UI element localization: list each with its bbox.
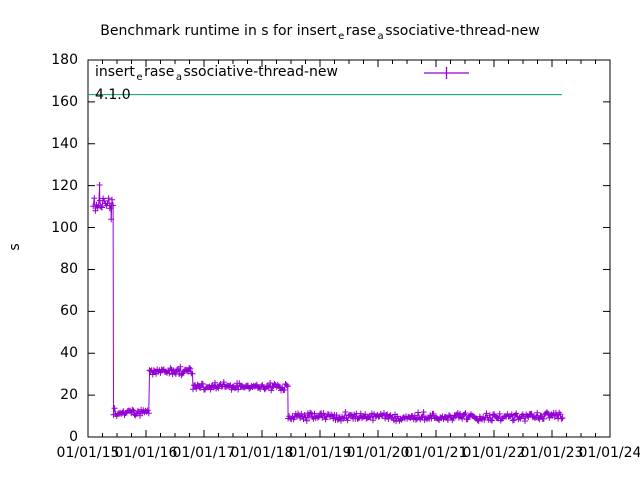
- subscript-text: a: [377, 31, 384, 42]
- series-markers-benchmark: [90, 182, 566, 425]
- x-tick-label: 01/01/21: [404, 445, 468, 461]
- legend-entry-baseline: 4.1.0: [95, 87, 131, 103]
- y-axis-label: s: [7, 243, 23, 251]
- label-text: Benchmark runtime in s for insert: [100, 23, 337, 39]
- label-text: 4.1.0: [95, 87, 131, 103]
- label-text: rase: [345, 23, 377, 39]
- x-tick-label: 01/01/22: [462, 445, 526, 461]
- y-tick-label: 40: [60, 345, 78, 362]
- x-tick-label: 01/01/16: [114, 445, 178, 461]
- legend-entry-series: insert e rase a ssociative-thread-new: [95, 64, 338, 83]
- x-tick-label: 01/01/23: [520, 445, 584, 461]
- subscript-text: e: [136, 72, 143, 83]
- label-text: ssociative-thread-new: [385, 23, 540, 39]
- series-line-benchmark: [92, 184, 563, 423]
- y-tick-label: 120: [51, 177, 78, 194]
- chart-title: Benchmark runtime in s for insert e rase a s…: [0, 23, 640, 42]
- y-tick-label: 0: [69, 429, 78, 445]
- label-text: ssociative-thread-new: [183, 64, 338, 80]
- x-tick-label: 01/01/18: [230, 445, 294, 461]
- y-tick-label: 20: [60, 387, 78, 404]
- label-text: insert: [95, 64, 135, 80]
- y-tick-label: 80: [60, 261, 78, 278]
- y-tick-label: 140: [51, 135, 78, 152]
- y-tick-label: 60: [60, 303, 78, 320]
- x-tick-label: 01/01/19: [288, 445, 352, 461]
- x-tick-label: 01/01/15: [56, 445, 120, 461]
- x-tick-label: 01/01/20: [346, 445, 410, 461]
- legend-sample-benchmark: [424, 67, 469, 79]
- subscript-text: e: [338, 31, 345, 42]
- plot-border: [87, 59, 611, 438]
- x-tick-label: 01/01/24: [578, 445, 640, 461]
- label-text: rase: [144, 64, 175, 80]
- subscript-text: a: [175, 72, 182, 83]
- y-tick-label: 160: [51, 93, 78, 110]
- y-tick-label: 180: [51, 52, 78, 68]
- axis-ticks: [87, 59, 611, 438]
- y-tick-label: 100: [51, 219, 78, 236]
- x-tick-label: 01/01/17: [172, 445, 236, 461]
